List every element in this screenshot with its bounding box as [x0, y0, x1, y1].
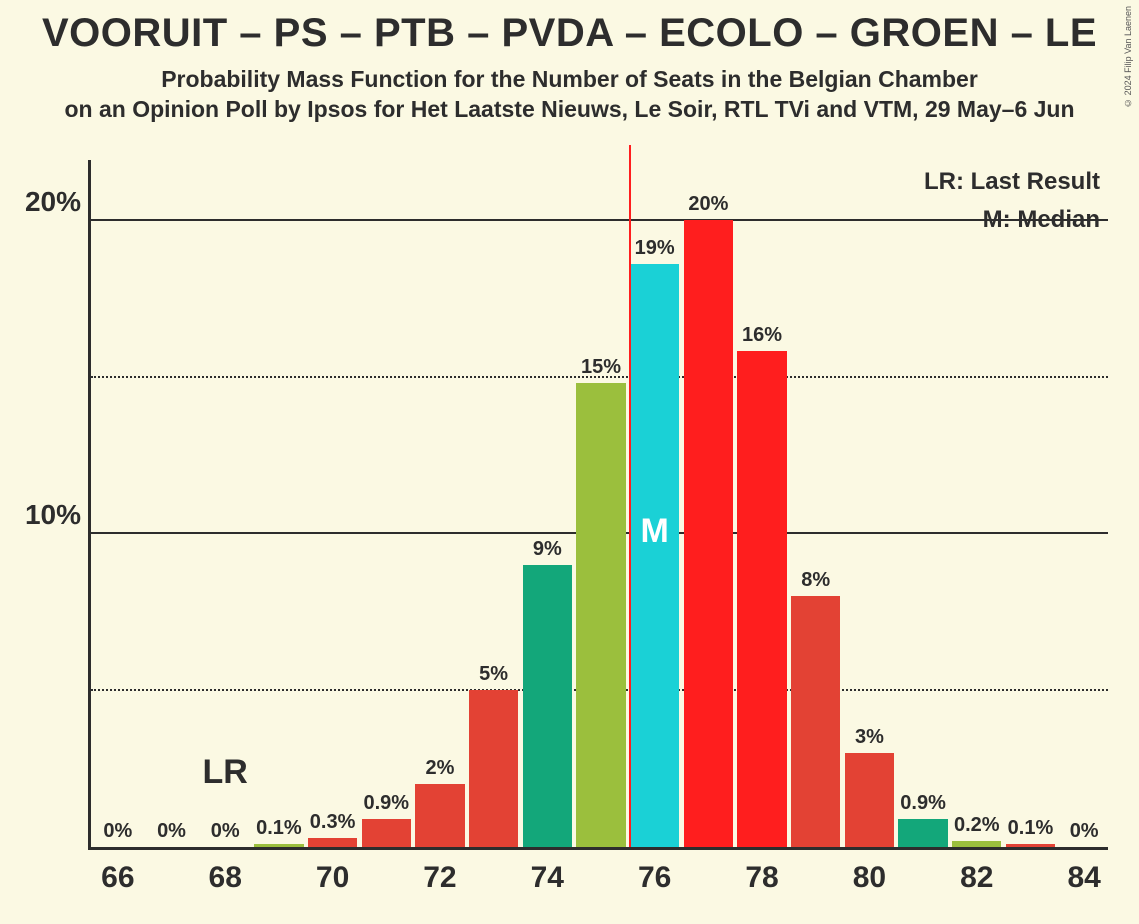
grid-line — [91, 219, 1108, 221]
y-axis-label: 20% — [25, 186, 91, 218]
x-axis-label: 76 — [638, 861, 671, 895]
bar-value-label: 16% — [742, 324, 782, 347]
x-axis-label: 70 — [316, 861, 349, 895]
bar: 19% — [630, 264, 679, 847]
x-axis-label: 78 — [745, 861, 778, 895]
title-subtitle-2: on an Opinion Poll by Ipsos for Het Laat… — [0, 96, 1139, 122]
bar-value-label: 15% — [581, 356, 621, 379]
bar: 0.3% — [308, 838, 357, 847]
x-axis-label: 74 — [531, 861, 564, 895]
bar: 20% — [684, 220, 733, 847]
title-subtitle-1: Probability Mass Function for the Number… — [0, 66, 1139, 92]
x-axis-label: 68 — [209, 861, 242, 895]
bar: 0.1% — [254, 844, 303, 847]
y-axis-label: 10% — [25, 499, 91, 531]
bar: 5% — [469, 690, 518, 847]
lr-label: LR — [203, 753, 248, 792]
bar-value-label: 0.2% — [954, 814, 1000, 837]
bar-value-label: 0.9% — [363, 792, 409, 815]
chart-titles: VOORUIT – PS – PTB – PVDA – ECOLO – GROE… — [0, 0, 1139, 123]
bar-value-label: 9% — [533, 538, 562, 561]
bar-value-label: 0.3% — [310, 811, 356, 834]
median-line — [629, 145, 631, 847]
chart-plot-area: 10%20%0%0%0%0.1%0.3%0.9%2%5%9%15%19%20%1… — [88, 160, 1108, 850]
bar-value-label: 0.1% — [1008, 817, 1054, 840]
bar-value-label: 0% — [1070, 820, 1099, 843]
bar: 9% — [523, 565, 572, 847]
bar: 0.9% — [362, 819, 411, 847]
copyright-text: © 2024 Filip Van Laenen — [1123, 6, 1133, 108]
bar: 2% — [415, 784, 464, 847]
bar-value-label: 0% — [211, 820, 240, 843]
bar: 0.2% — [952, 841, 1001, 847]
title-main: VOORUIT – PS – PTB – PVDA – ECOLO – GROE… — [0, 10, 1139, 56]
bar: 8% — [791, 596, 840, 847]
x-axis-label: 82 — [960, 861, 993, 895]
median-label: M — [641, 512, 669, 551]
bar-value-label: 3% — [855, 726, 884, 749]
bar: 16% — [737, 351, 786, 847]
bar-value-label: 2% — [425, 757, 454, 780]
bar-value-label: 0.9% — [900, 792, 946, 815]
x-axis-label: 84 — [1067, 861, 1100, 895]
chart-container: 10%20%0%0%0%0.1%0.3%0.9%2%5%9%15%19%20%1… — [88, 160, 1108, 850]
bar-value-label: 0.1% — [256, 817, 302, 840]
bar-value-label: 0% — [103, 820, 132, 843]
x-axis-label: 66 — [101, 861, 134, 895]
bar: 0.1% — [1006, 844, 1055, 847]
bar: 0.9% — [898, 819, 947, 847]
bar-value-label: 20% — [688, 193, 728, 216]
bar-value-label: 19% — [635, 237, 675, 260]
legend-median: M: Median — [983, 206, 1100, 234]
bar: 15% — [576, 383, 625, 847]
bar-value-label: 0% — [157, 820, 186, 843]
bar-value-label: 8% — [801, 569, 830, 592]
bar-value-label: 5% — [479, 663, 508, 686]
x-axis-label: 80 — [853, 861, 886, 895]
bar: 3% — [845, 753, 894, 847]
legend-lr: LR: Last Result — [924, 168, 1100, 196]
x-axis-label: 72 — [423, 861, 456, 895]
